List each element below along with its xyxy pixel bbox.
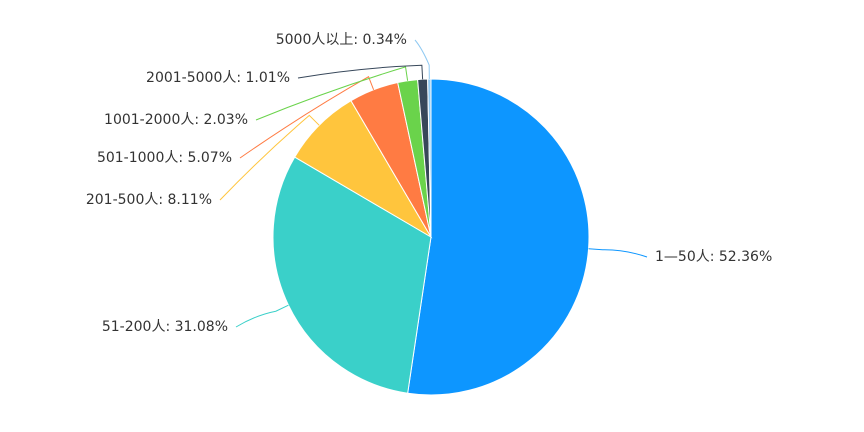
slice-label: 2001-5000人: 1.01%	[146, 70, 290, 86]
slice-label: 1001-2000人: 2.03%	[104, 112, 248, 128]
leader-line	[297, 64, 424, 80]
leader-line	[255, 66, 409, 121]
leader-line	[235, 304, 289, 328]
pie-slice	[407, 78, 590, 396]
leader-line	[588, 248, 648, 258]
slice-label: 1—50人: 52.36%	[655, 249, 772, 265]
leader-line	[414, 39, 430, 80]
leader-line	[219, 114, 320, 201]
slice-label: 201-500人: 8.11%	[86, 192, 212, 208]
slice-label: 51-200人: 31.08%	[102, 319, 228, 335]
slice-label: 501-1000人: 5.07%	[97, 150, 232, 166]
pie-slice	[272, 156, 432, 394]
slice-label: 5000人以上: 0.34%	[276, 32, 407, 48]
